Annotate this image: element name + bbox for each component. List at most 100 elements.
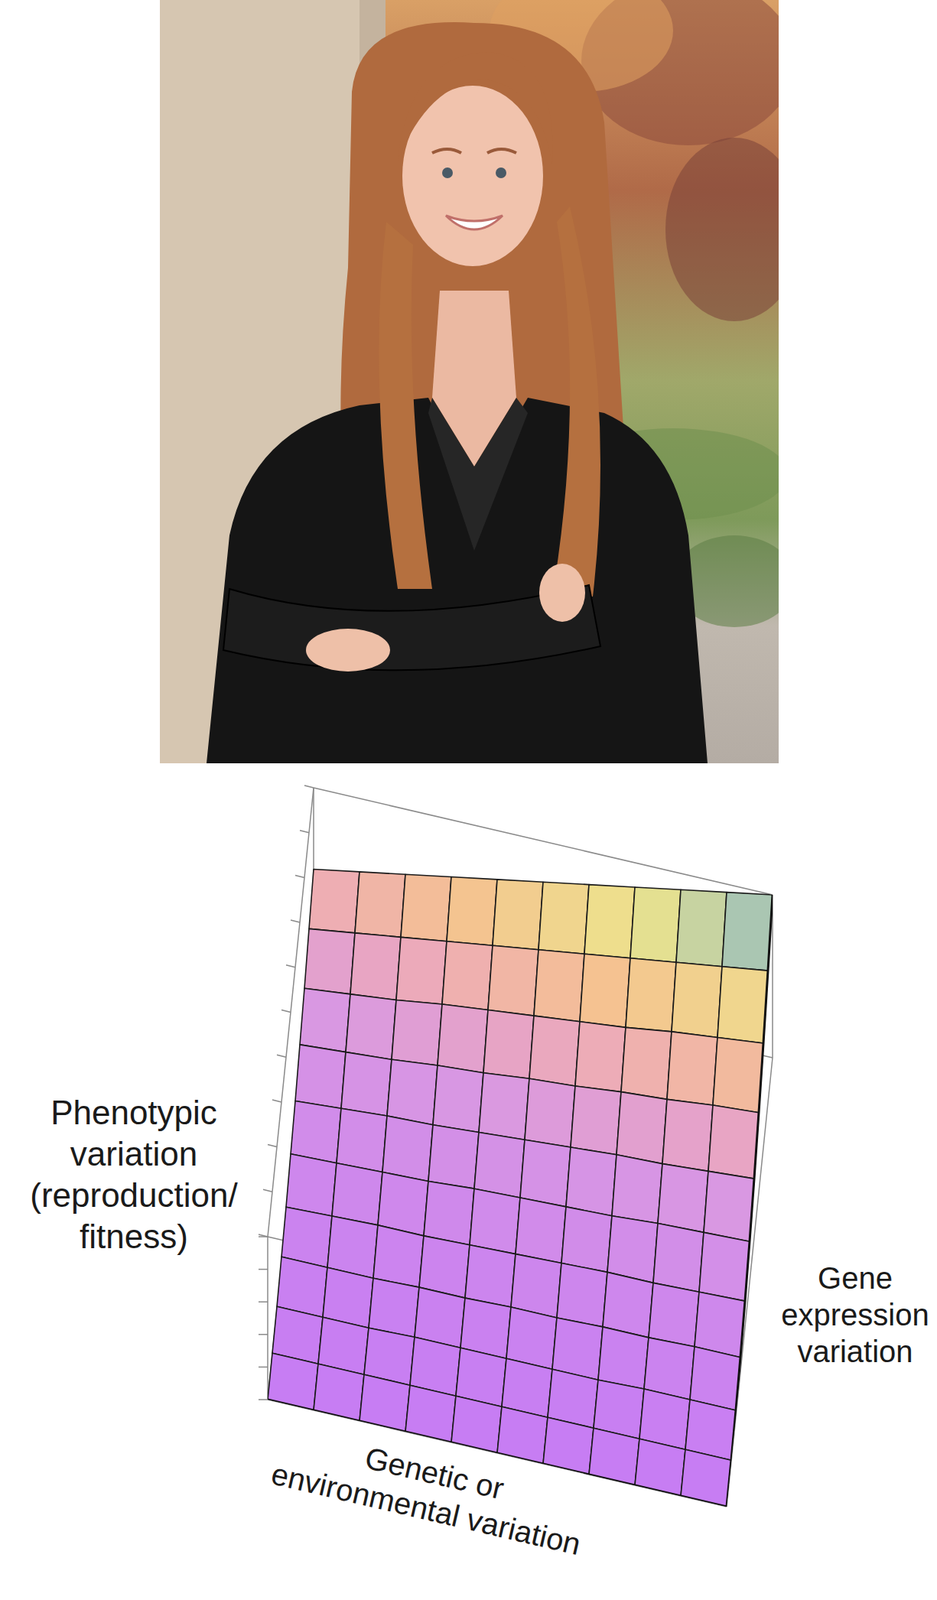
surface-cell [345, 994, 397, 1060]
y-tick [263, 1189, 273, 1192]
surface-cell [368, 1278, 420, 1338]
hair-strand [552, 206, 601, 597]
surface-cell [611, 1154, 663, 1224]
top [428, 397, 528, 551]
surface-cell [387, 1059, 438, 1125]
surface-chart: Phenotypicvariation(reproduction/fitness… [29, 785, 929, 1562]
surface-cell [446, 877, 498, 947]
surface-cell [299, 988, 351, 1052]
surface-cell [331, 1163, 383, 1226]
y-tick [304, 785, 314, 788]
y-axis-title-line: Gene [817, 1261, 893, 1295]
surface-cell [309, 869, 360, 934]
surface-cell [483, 1010, 534, 1080]
surface-cell [722, 892, 773, 972]
surface-cell [382, 1115, 433, 1182]
surface-cell [423, 1181, 475, 1245]
z-tick [258, 1301, 268, 1303]
surface-cell [432, 1065, 484, 1133]
surface-cell [575, 1021, 626, 1093]
hair-strand [378, 221, 433, 589]
box [267, 787, 773, 1507]
y-tick [290, 920, 300, 923]
figure: Phenotypicvariation(reproduction/fitness… [0, 0, 937, 1600]
surface-cell [529, 1015, 580, 1087]
surface-cell [469, 1188, 521, 1254]
z-axis-title-line: variation [70, 1135, 198, 1173]
surface-cell [543, 1417, 594, 1475]
z-axis-title-line: Phenotypic [50, 1093, 218, 1132]
box-edge [266, 1236, 269, 1400]
z-tick [258, 1333, 268, 1336]
y-tick [258, 1234, 268, 1237]
surface-cell [290, 1100, 342, 1163]
surface-cell [630, 887, 681, 963]
x-axis-title-line: environmental variation [268, 1456, 585, 1562]
surface-cell [267, 1353, 319, 1411]
surface-cell [396, 937, 447, 1005]
photo [159, 0, 779, 764]
surface-cell [515, 1197, 567, 1263]
y-axis-title-line: expression [780, 1298, 929, 1332]
surface-cell [354, 871, 406, 937]
surface-cell [676, 889, 727, 967]
surface-cell [442, 941, 493, 1011]
surface-cell [359, 1374, 410, 1432]
surface-cell [465, 1245, 516, 1308]
z-axis-title-line: fitness) [79, 1217, 189, 1256]
surface-cell [712, 1037, 764, 1113]
surface-cell [428, 1125, 479, 1189]
surface-cell [579, 953, 631, 1028]
surface-cell [699, 1232, 750, 1302]
brows [432, 149, 517, 153]
y-tick [281, 1010, 291, 1013]
blazer [206, 397, 708, 764]
surface-cell [703, 1171, 755, 1242]
surface-cell [662, 1099, 713, 1172]
surface-cell [634, 1438, 686, 1497]
surface-cell [520, 1139, 571, 1208]
surface-cell [478, 1073, 530, 1141]
y-tick [267, 1145, 277, 1148]
surface-cell [694, 1291, 746, 1357]
surface-cell [621, 1027, 672, 1100]
surface-cell [680, 1449, 732, 1507]
surface-cell [717, 966, 768, 1044]
y-axis-title: Geneexpressionvariation [780, 1261, 929, 1369]
z-axis-title-line: (reproduction/ [29, 1176, 238, 1214]
surface-cell [533, 950, 585, 1022]
surface-cell [286, 1154, 337, 1217]
foliage [665, 137, 779, 322]
surface-cell [653, 1223, 704, 1293]
surface-cell [497, 1406, 548, 1465]
surface-cell [405, 1385, 456, 1443]
y-tick [286, 965, 296, 968]
hair-front [397, 52, 554, 165]
surface-cell [561, 1207, 612, 1273]
surface [267, 869, 773, 1508]
surface-outline [267, 894, 773, 1507]
surface-cell [666, 1031, 718, 1106]
surface-cell [391, 999, 443, 1065]
surface-cell [616, 1092, 667, 1165]
surface-cell [373, 1225, 424, 1288]
surface-cell [304, 928, 355, 994]
surface-cell [556, 1263, 608, 1328]
z-tick [258, 1398, 268, 1401]
z-tick [258, 1366, 268, 1369]
y-tick [295, 875, 305, 878]
surface-cell [474, 1132, 525, 1198]
surface-cell [341, 1052, 392, 1116]
y-tick [299, 830, 310, 833]
surface-cell [671, 962, 723, 1038]
hand [305, 628, 391, 672]
x-axis-title: Genetic orenvironmental variation [268, 1421, 593, 1562]
surface-cell [607, 1216, 658, 1284]
surface-cell [488, 945, 539, 1016]
y-tick [272, 1099, 282, 1103]
surface-cell [336, 1108, 388, 1172]
surface-cell [598, 1327, 649, 1390]
y-axis-title-line: variation [797, 1334, 913, 1369]
surface-cell [588, 1428, 640, 1486]
surface-cell [708, 1105, 759, 1179]
